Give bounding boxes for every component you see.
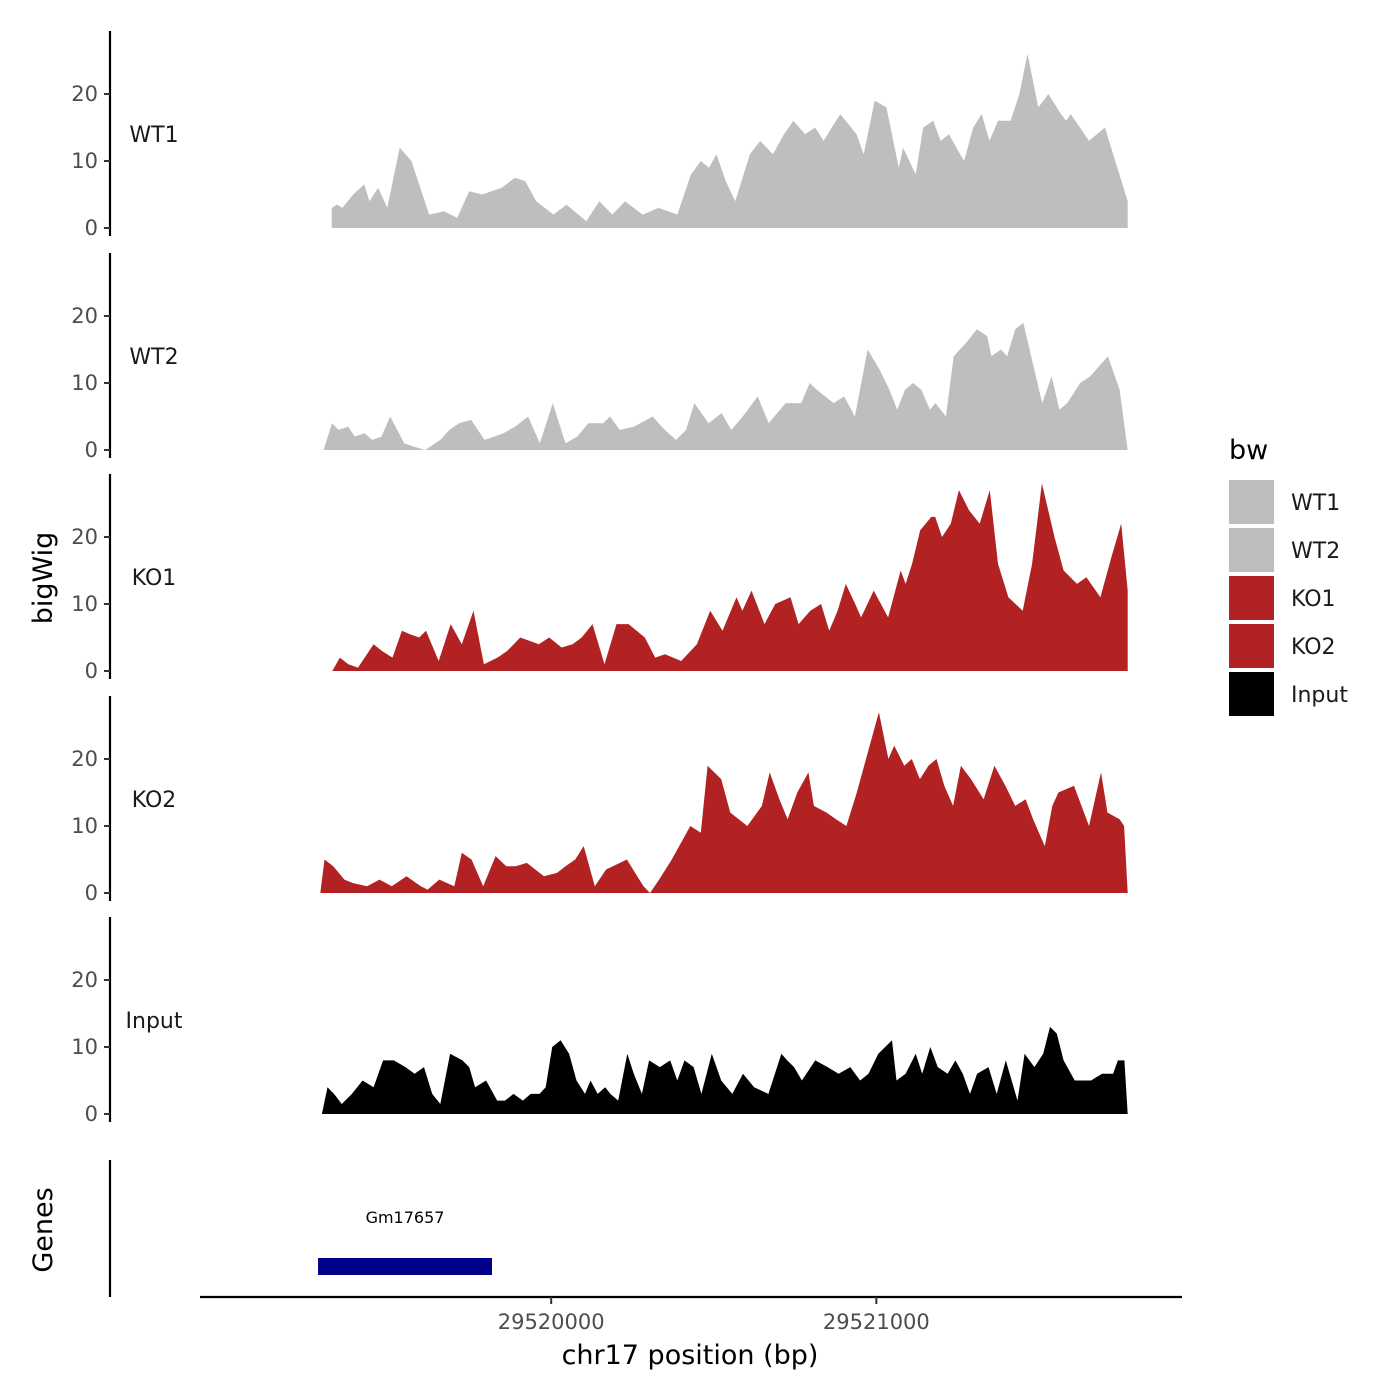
track-ko1: 0 10 20 KO1 — [71, 474, 1128, 683]
genes-panel: Gm17657 — [108, 1160, 492, 1297]
area-ko2 — [320, 712, 1128, 893]
legend-label-input: Input — [1291, 683, 1348, 708]
legend-label-ko1: KO1 — [1291, 587, 1336, 612]
y-tick-label: 10 — [71, 1035, 98, 1059]
y-tick-label: 20 — [71, 525, 98, 549]
legend-swatch-input — [1229, 672, 1274, 716]
x-tick-label: 29520000 — [498, 1310, 605, 1334]
legend-label-wt1: WT1 — [1291, 491, 1340, 516]
y-tick-label: 10 — [71, 592, 98, 616]
gene-label: Gm17657 — [366, 1208, 445, 1227]
gene-bar — [318, 1258, 492, 1275]
y-tick-label: 0 — [85, 1102, 98, 1126]
y-tick-label: 20 — [71, 304, 98, 328]
legend: bw WT1 WT2 KO1 KO2 Input — [1229, 435, 1348, 716]
x-axis: 29520000 29521000 — [200, 1295, 1182, 1334]
y-tick-label: 20 — [71, 747, 98, 771]
tracks-layer: 0 10 20 WT1 0 10 20 WT2 0 10 20 KO1 0 10 20 KO2 0 10 20 Inp… — [71, 31, 1128, 1126]
y-tick-label: 0 — [85, 881, 98, 905]
legend-label-ko2: KO2 — [1291, 635, 1336, 660]
y-tick-label: 10 — [71, 371, 98, 395]
y-tick-label: 0 — [85, 216, 98, 240]
track-label: WT1 — [129, 123, 178, 148]
area-wt1 — [331, 53, 1128, 228]
y-tick-label: 10 — [71, 814, 98, 838]
legend-title: bw — [1229, 435, 1268, 466]
legend-swatch-wt1 — [1229, 480, 1274, 524]
genes-panel-title: Genes — [28, 1187, 59, 1272]
track-label: KO1 — [132, 566, 177, 591]
area-input — [321, 1026, 1128, 1114]
y-tick-label: 20 — [71, 968, 98, 992]
legend-swatch-ko2 — [1229, 624, 1274, 668]
legend-swatch-wt2 — [1229, 528, 1274, 572]
track-input: 0 10 20 Input — [71, 917, 1128, 1126]
y-axis-title: bigWig — [28, 532, 59, 625]
track-label: KO2 — [132, 788, 177, 813]
track-label: WT2 — [129, 345, 178, 370]
track-wt1: 0 10 20 WT1 — [71, 31, 1128, 240]
x-tick-label: 29521000 — [823, 1310, 930, 1334]
x-axis-title: chr17 position (bp) — [562, 1340, 819, 1371]
area-wt2 — [323, 322, 1128, 450]
track-label: Input — [126, 1009, 183, 1034]
y-tick-label: 20 — [71, 82, 98, 106]
y-tick-label: 0 — [85, 659, 98, 683]
legend-swatch-ko1 — [1229, 576, 1274, 620]
y-tick-label: 10 — [71, 149, 98, 173]
y-tick-label: 0 — [85, 438, 98, 462]
track-wt2: 0 10 20 WT2 — [71, 253, 1128, 462]
area-ko1 — [332, 483, 1128, 671]
legend-label-wt2: WT2 — [1291, 539, 1340, 564]
track-ko2: 0 10 20 KO2 — [71, 696, 1128, 905]
